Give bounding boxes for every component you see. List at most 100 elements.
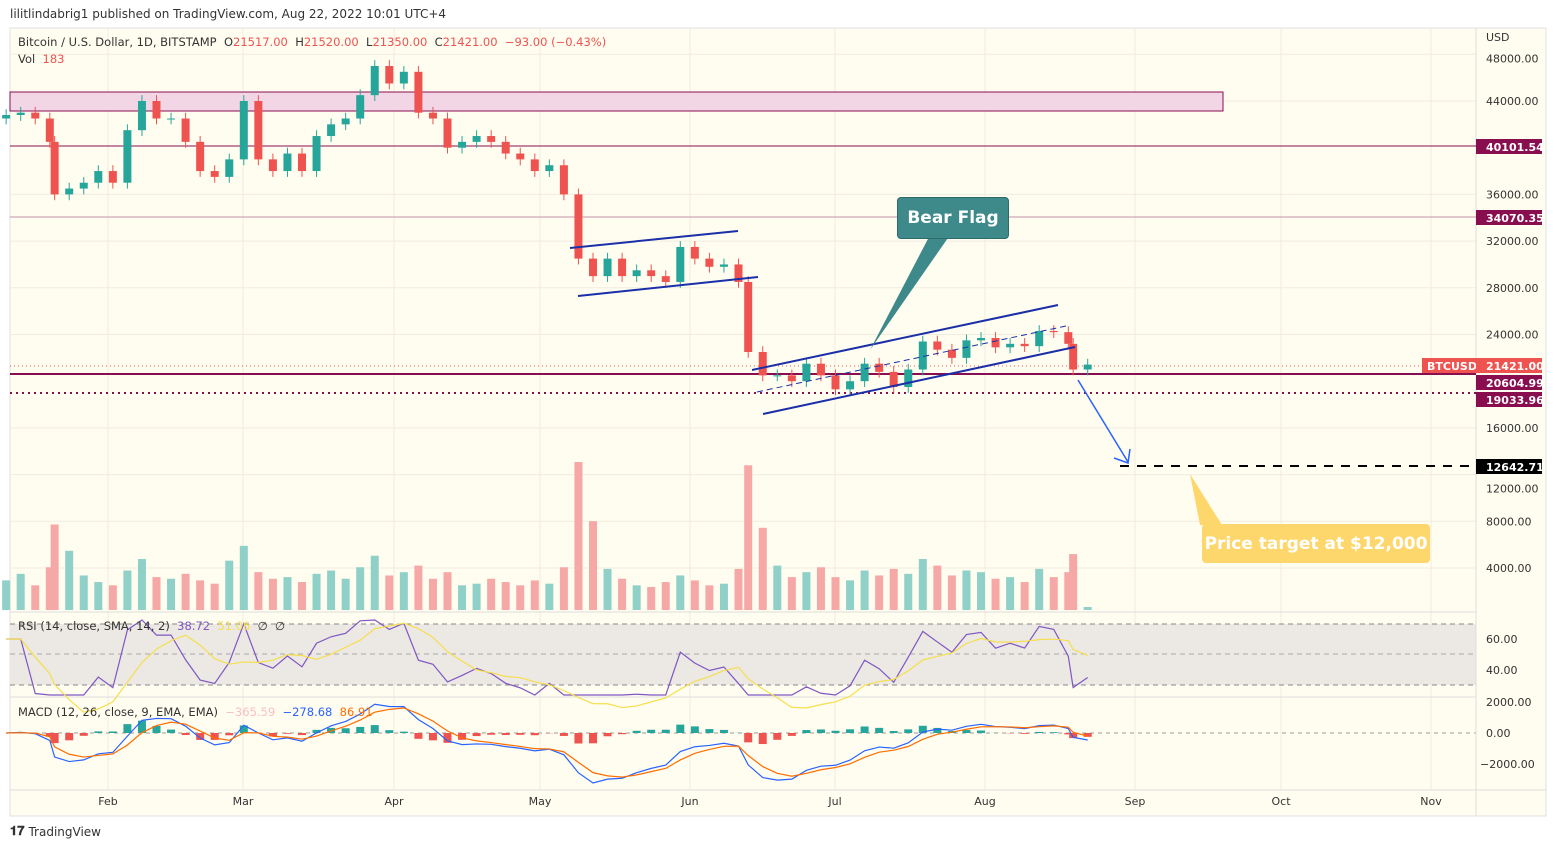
macd-hist-bar	[94, 731, 103, 733]
candle-body	[690, 246, 699, 259]
volume-bar	[933, 565, 942, 610]
volume-bar	[225, 560, 234, 610]
volume-bar	[647, 586, 656, 610]
macd-label: MACD (12, 26, close, 9, EMA, EMA)	[18, 705, 218, 719]
rsi-label: RSI (14, close, SMA, 14, 2)	[18, 619, 170, 633]
currency-label: USD	[1486, 31, 1510, 44]
publish-info: lilitlindabrig1 published on TradingView…	[10, 7, 447, 21]
macd-hist-bar	[603, 733, 612, 737]
tradingview-footer[interactable]: 𝟏𝟕 TradingView	[10, 824, 101, 839]
macd-legend: MACD (12, 26, close, 9, EMA, EMA) −365.5…	[18, 705, 373, 719]
candle-body	[589, 258, 597, 277]
candle-body	[152, 101, 161, 119]
candle-body	[918, 341, 927, 370]
macd-hist-bar	[196, 733, 205, 740]
macd-hist-bar	[65, 733, 74, 741]
volume-bar	[1064, 572, 1073, 610]
resistance-zone[interactable]	[9, 91, 1224, 112]
price-tick: 4000.00	[1486, 562, 1532, 575]
macd-hist-bar	[341, 728, 350, 733]
volume-bar	[618, 578, 627, 610]
macd-hist-bar	[875, 727, 884, 733]
volume-bar	[399, 572, 408, 610]
signal-line	[6, 707, 1088, 778]
candle-body	[962, 340, 971, 358]
volume-bar	[559, 567, 568, 610]
volume-bar	[734, 568, 743, 610]
volume-bar	[918, 559, 927, 610]
macd-hist-bar	[283, 733, 292, 734]
volume-bar	[65, 550, 74, 610]
macd-hist-value: −365.59	[225, 705, 276, 719]
time-tick: Oct	[1271, 795, 1291, 808]
macd-hist-bar	[802, 730, 811, 733]
macd-hist-bar	[181, 733, 190, 736]
macd-hist-bar	[443, 733, 452, 743]
high-value: 21520.00	[303, 35, 359, 49]
volume-bar	[516, 585, 525, 610]
macd-hist-bar	[1083, 733, 1092, 737]
flag1-lower-line[interactable]	[577, 276, 759, 297]
candle-body	[991, 338, 1000, 348]
bear-flag-pointer	[870, 235, 950, 350]
target-label: 12642.71	[1486, 461, 1544, 474]
macd-hist-bar	[889, 731, 898, 733]
macd-hist-bar	[690, 726, 699, 733]
flag2-median-line[interactable]	[756, 325, 1067, 393]
price-tick: 28000.00	[1486, 282, 1539, 295]
flag1-upper-line[interactable]	[569, 230, 739, 249]
volume-bar	[632, 585, 641, 610]
volume-bar	[268, 578, 277, 610]
volume-bar	[356, 567, 365, 610]
macd-hist-bar	[676, 724, 685, 733]
volume-bar	[991, 578, 1000, 610]
volume-bar	[254, 572, 263, 610]
flag-channels[interactable]	[569, 230, 1076, 415]
volume-bar	[137, 559, 146, 610]
candle-body	[618, 258, 627, 277]
time-axis[interactable]: Feb Mar Apr May Jun Jul Aug Sep Oct Nov	[98, 795, 1442, 808]
macd-hist-bar	[773, 733, 782, 740]
macd-hist-bar	[167, 729, 176, 733]
time-tick: Nov	[1420, 795, 1442, 808]
level-label: 40101.54	[1486, 141, 1544, 154]
macd-hist-bar	[487, 733, 496, 735]
high-label: H	[295, 35, 304, 49]
volume-bar	[860, 570, 869, 610]
volume-bar	[545, 583, 554, 610]
macd-hist-bar	[705, 729, 714, 733]
price-target-callout[interactable]: Price target at $12,000	[1202, 524, 1430, 563]
down-arrow[interactable]	[1077, 379, 1131, 465]
volume-bar	[108, 585, 117, 610]
macd-hist-bar	[414, 733, 423, 739]
macd-hist-bar	[661, 729, 670, 733]
volume-bar	[210, 583, 219, 610]
close-label: C	[434, 35, 443, 49]
macd-tick: 0.00	[1486, 727, 1511, 740]
price-scale-ticks[interactable]: 48000.00 44000.00 36000.00 32000.00 28000.00…	[1486, 52, 1539, 575]
volume-bar	[123, 570, 132, 610]
time-tick: Feb	[98, 795, 117, 808]
rsi-sma-line	[6, 622, 1088, 713]
macd-hist-bar	[137, 720, 146, 733]
level-label: 34070.35	[1486, 212, 1544, 225]
volume-bar	[472, 583, 481, 610]
candle-body	[181, 118, 190, 142]
volume-label: Vol	[18, 52, 36, 66]
candle-body	[516, 153, 525, 160]
rsi-empty-value: ∅	[257, 619, 268, 633]
macd-hist-bar	[589, 733, 597, 744]
price-tick: 24000.00	[1486, 329, 1539, 342]
flag2-upper-line[interactable]	[751, 304, 1059, 371]
flag2-lower-line[interactable]	[762, 346, 1076, 415]
time-tick: Aug	[974, 795, 995, 808]
volume-bar	[443, 572, 452, 610]
candle-body	[443, 118, 452, 148]
candle-body	[933, 341, 942, 350]
volume-bar	[45, 567, 54, 610]
symbol-name: Bitcoin / U.S. Dollar, 1D, BITSTAMP	[18, 35, 217, 49]
macd-hist-bar	[933, 727, 942, 733]
macd-hist-bar	[977, 730, 985, 733]
bear-flag-callout[interactable]: Bear Flag	[897, 197, 1009, 239]
